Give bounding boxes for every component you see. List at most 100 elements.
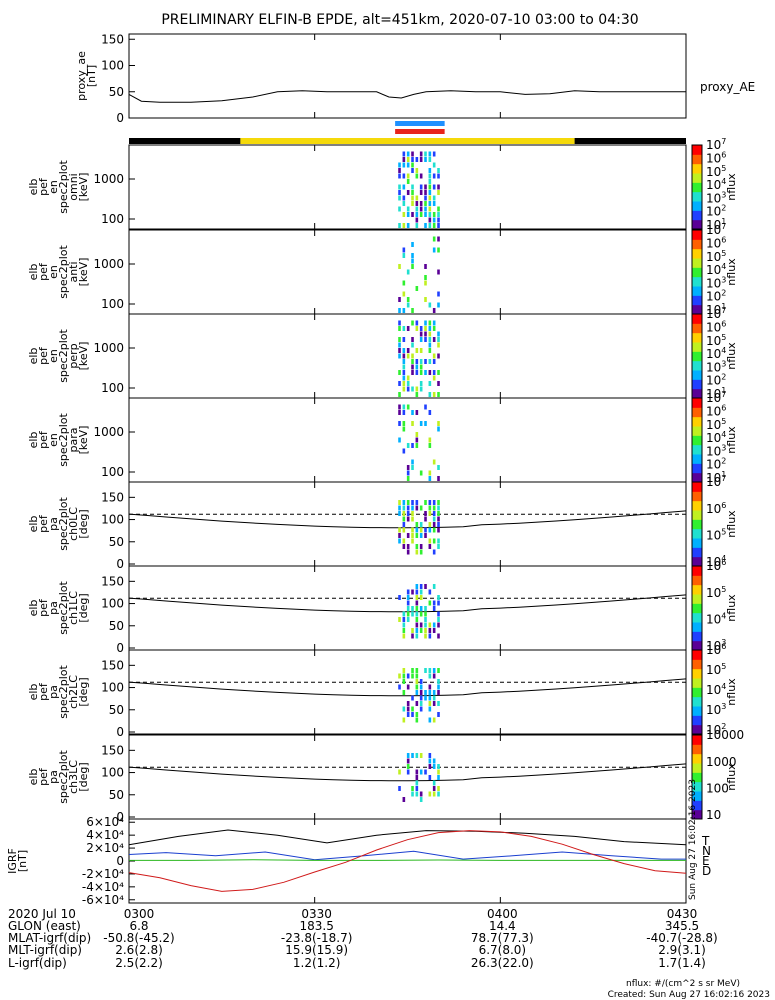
- colorbar-cell: [692, 286, 702, 296]
- heatmap-cell: [402, 353, 406, 359]
- colorbar-tick-label: 104: [706, 430, 726, 445]
- heatmap-cell: [411, 370, 414, 375]
- heatmap-cell: [428, 511, 432, 516]
- heatmap-cell: [402, 184, 406, 190]
- ylabel-en_anti-line: en: [47, 265, 60, 279]
- ae-ylabel: proxy_ae[nT]: [75, 51, 98, 101]
- heatmap-cell: [411, 668, 414, 673]
- heatmap-cell: [398, 337, 401, 342]
- ytick-label: 150: [101, 574, 124, 588]
- colorbar-cell: [692, 696, 702, 707]
- heatmap-cell: [411, 242, 414, 247]
- panel-frame-pa_ch3: [128, 734, 687, 820]
- colorbar-cell: [692, 426, 702, 436]
- ylabel-pa_ch2-line: pa: [47, 685, 60, 699]
- colorbar-cell: [692, 510, 702, 520]
- ytick-label: 150: [101, 490, 124, 504]
- colorbar-cell: [692, 444, 702, 455]
- footer-cell: 78.7(77.3): [471, 931, 534, 945]
- heatmap-cell: [437, 769, 440, 775]
- colorbar-title: nflux: [725, 258, 738, 286]
- heatmap-cell: [411, 264, 414, 269]
- heatmap-cell: [437, 426, 440, 432]
- igrf-series-T: [128, 829, 687, 846]
- colorbar-cell: [692, 715, 702, 726]
- colorbar-cell: [692, 706, 702, 716]
- heatmap-cell: [437, 465, 440, 470]
- colorbar-cell: [692, 622, 702, 632]
- colorbar-cell: [692, 687, 702, 698]
- heatmap-cell: [424, 157, 427, 162]
- heatmap-cell: [437, 381, 440, 386]
- colorbar-cell: [692, 650, 702, 660]
- heatmap-cell: [428, 538, 432, 544]
- heatmap-cell: [402, 291, 406, 297]
- heatmap-cell: [432, 337, 436, 342]
- heatmap-cell: [428, 476, 432, 481]
- colorbar-cell: [692, 763, 702, 773]
- colorbar-cell: [692, 668, 702, 679]
- colorbar-tick-label: 107: [706, 222, 726, 237]
- ylabel-en_omni-line: en: [47, 180, 60, 194]
- heatmap-cell: [424, 633, 427, 639]
- ylabel-pa_ch2-line: ch2LC: [67, 675, 80, 709]
- heatmap-cell: [428, 437, 432, 443]
- heatmap-cell: [411, 606, 414, 611]
- heatmap-cell: [415, 348, 419, 353]
- heatmap-cell: [419, 505, 423, 511]
- heatmap-cell: [424, 421, 427, 426]
- heatmap-cell: [428, 791, 432, 797]
- footer-cell: 345.5: [665, 919, 699, 933]
- heatmap-cell: [402, 386, 406, 392]
- colorbar-cell: [692, 463, 702, 474]
- ylabel-en_omni-line: spec2plot: [57, 160, 70, 214]
- heatmap-cell: [398, 769, 401, 775]
- heatmap-cell: [398, 297, 401, 302]
- heatmap-cell: [419, 184, 423, 190]
- ae-legend-label: proxy_AE: [700, 80, 755, 94]
- panel-frame-pa_ch2: [128, 649, 687, 735]
- ytick-label: 1000: [93, 172, 124, 186]
- heatmap-cell: [419, 190, 423, 195]
- heatmap-cell: [415, 386, 419, 392]
- heatmap-cell: [437, 516, 440, 522]
- heatmap-cell: [432, 673, 436, 679]
- heatmap-cell: [437, 684, 440, 690]
- heatmap-cell: [406, 706, 410, 712]
- heatmap-cell: [415, 589, 419, 595]
- heatmap-cell: [406, 443, 410, 448]
- heatmap-cell: [432, 173, 436, 179]
- heatmap-cell: [419, 364, 423, 370]
- heatmap-cell: [402, 622, 406, 628]
- ylabel-en_para-line: pef: [37, 430, 50, 449]
- colorbar-tick-label: 107: [706, 137, 726, 152]
- side-stamp: Sun Aug 27 16:02:16 2023: [688, 779, 698, 900]
- ytick-label: 100: [101, 597, 124, 611]
- heatmap-cell: [437, 331, 440, 337]
- heatmap-cell: [415, 753, 419, 758]
- colorbar-cell: [692, 538, 702, 548]
- heatmap-cell: [432, 500, 436, 505]
- colorbar-cell: [692, 239, 702, 250]
- heatmap-cell: [419, 628, 423, 633]
- heatmap-cell: [398, 190, 401, 195]
- heatmap-cell: [415, 668, 419, 673]
- colorbar-cell: [692, 210, 702, 221]
- colorbar-tick-label: 104: [706, 262, 726, 277]
- heatmap-cell: [424, 190, 427, 195]
- heatmap-cell: [419, 337, 423, 342]
- heatmap-cell: [432, 353, 436, 359]
- heatmap-cell: [415, 286, 419, 291]
- heatmap-cell: [415, 505, 419, 511]
- heatmap-cell: [411, 342, 414, 348]
- heatmap-cell: [428, 527, 432, 533]
- heatmap-cell: [424, 511, 427, 516]
- loss-cone-line: [128, 510, 687, 529]
- heatmap-cell: [419, 753, 423, 758]
- heatmap-cell: [411, 190, 414, 195]
- heatmap-cell: [432, 320, 436, 326]
- igrf-ylabel: IGRF[nT]: [6, 848, 29, 874]
- heatmap-cell: [432, 375, 436, 381]
- heatmap-cell: [415, 359, 419, 364]
